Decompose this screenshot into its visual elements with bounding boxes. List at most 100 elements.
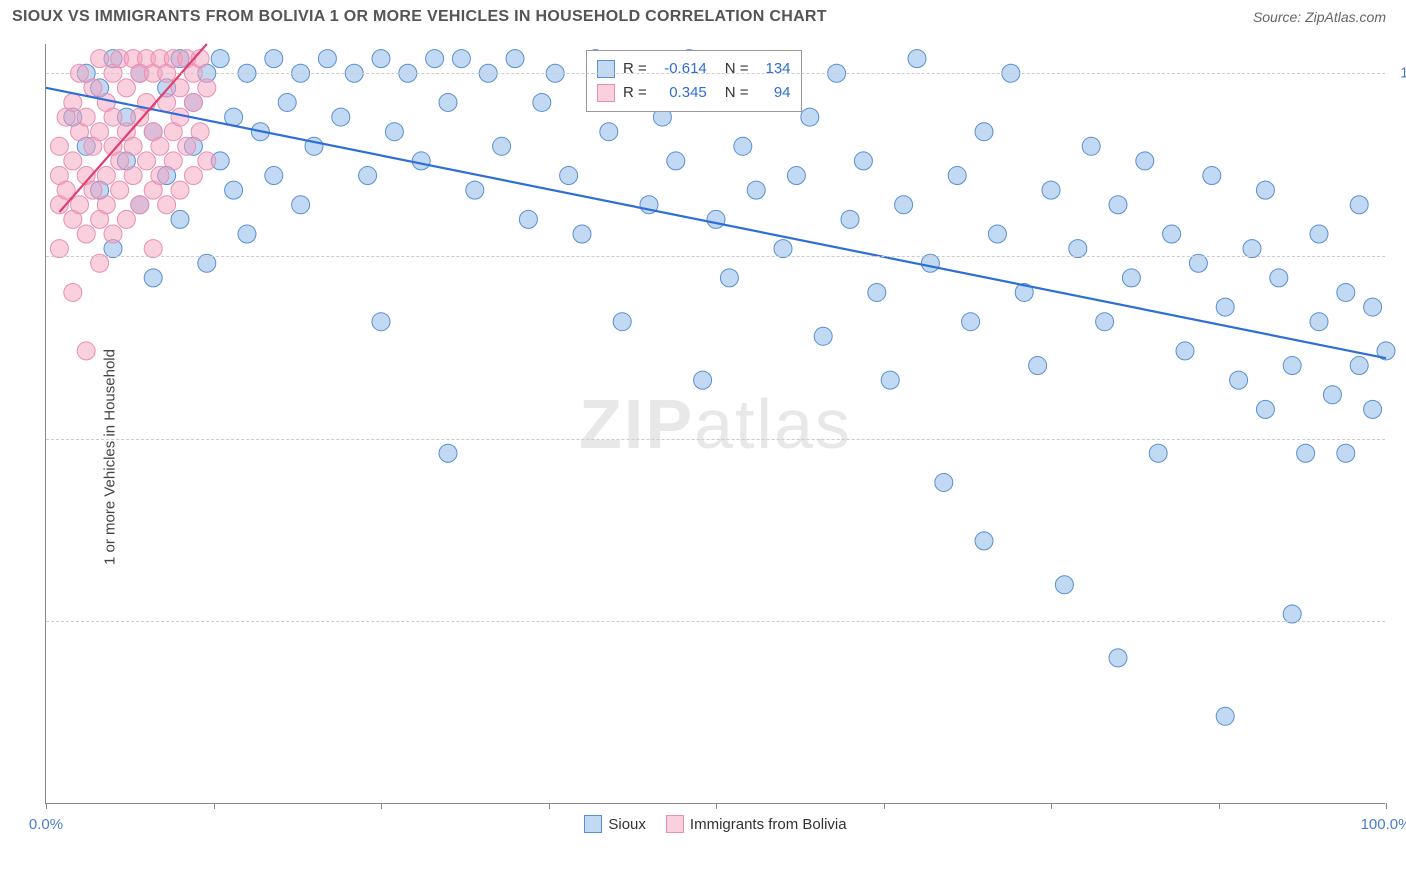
data-point <box>1350 196 1368 214</box>
data-point <box>1256 400 1274 418</box>
data-point <box>77 342 95 360</box>
data-point <box>694 371 712 389</box>
data-point <box>962 313 980 331</box>
data-point <box>1203 167 1221 185</box>
data-point <box>184 167 202 185</box>
data-point <box>332 108 350 126</box>
data-point <box>439 93 457 111</box>
x-tick-label: 0.0% <box>29 816 63 833</box>
data-point <box>667 152 685 170</box>
data-point <box>1082 137 1100 155</box>
data-point <box>1323 386 1341 404</box>
data-point <box>1149 444 1167 462</box>
data-point <box>1243 240 1261 258</box>
data-point <box>171 181 189 199</box>
chart-header: SIOUX VS IMMIGRANTS FROM BOLIVIA 1 OR MO… <box>0 0 1406 32</box>
data-point <box>600 123 618 141</box>
plot-area: ZIPatlas R = -0.614 N = 134 R = 0.345 N … <box>45 44 1385 804</box>
data-point <box>1216 298 1234 316</box>
x-tick-label: 100.0% <box>1361 816 1406 833</box>
data-point <box>64 93 82 111</box>
data-point <box>1350 357 1368 375</box>
data-point <box>97 196 115 214</box>
data-point <box>747 181 765 199</box>
data-point <box>124 167 142 185</box>
gridline <box>46 256 1385 257</box>
data-point <box>1122 269 1140 287</box>
x-tick <box>381 803 382 809</box>
data-point <box>868 283 886 301</box>
data-point <box>131 196 149 214</box>
data-point <box>91 123 109 141</box>
data-point <box>975 123 993 141</box>
data-point <box>1337 444 1355 462</box>
gridline <box>46 621 1385 622</box>
data-point <box>198 79 216 97</box>
correlation-legend: R = -0.614 N = 134 R = 0.345 N = 94 <box>586 50 802 112</box>
series-legend-sioux: Sioux <box>584 815 646 833</box>
data-point <box>1310 313 1328 331</box>
series-swatch-bolivia <box>666 815 684 833</box>
data-point <box>164 152 182 170</box>
data-point <box>71 196 89 214</box>
data-point <box>385 123 403 141</box>
data-point <box>1176 342 1194 360</box>
data-point <box>191 123 209 141</box>
data-point <box>841 210 859 228</box>
data-point <box>935 473 953 491</box>
data-point <box>439 444 457 462</box>
legend-n-label: N = <box>725 57 749 81</box>
data-point <box>117 79 135 97</box>
trendline <box>46 88 1386 358</box>
gridline <box>46 73 1385 74</box>
data-point <box>91 254 109 272</box>
data-point <box>64 283 82 301</box>
data-point <box>144 240 162 258</box>
data-point <box>1109 196 1127 214</box>
data-point <box>111 181 129 199</box>
x-tick <box>1219 803 1220 809</box>
data-point <box>895 196 913 214</box>
x-tick <box>46 803 47 809</box>
data-point <box>1256 181 1274 199</box>
data-point <box>1270 269 1288 287</box>
data-point <box>466 181 484 199</box>
data-point <box>151 137 169 155</box>
data-point <box>278 93 296 111</box>
x-tick <box>884 803 885 809</box>
data-point <box>1364 400 1382 418</box>
data-point <box>1136 152 1154 170</box>
legend-n-value-sioux: 134 <box>757 57 791 81</box>
data-point <box>198 152 216 170</box>
legend-r-label: R = <box>623 57 647 81</box>
data-point <box>1029 357 1047 375</box>
data-point <box>84 181 102 199</box>
x-tick <box>716 803 717 809</box>
data-point <box>452 50 470 68</box>
data-point <box>573 225 591 243</box>
data-point <box>91 50 109 68</box>
data-point <box>318 50 336 68</box>
data-point <box>372 50 390 68</box>
legend-swatch-sioux <box>597 60 615 78</box>
data-point <box>138 152 156 170</box>
data-point <box>77 108 95 126</box>
legend-n-label: N = <box>725 81 749 105</box>
data-point <box>1364 298 1382 316</box>
data-point <box>1189 254 1207 272</box>
data-point <box>50 240 68 258</box>
data-point <box>50 137 68 155</box>
data-point <box>117 210 135 228</box>
data-point <box>1216 707 1234 725</box>
data-point <box>988 225 1006 243</box>
chart-source: Source: ZipAtlas.com <box>1253 9 1386 25</box>
data-point <box>1055 576 1073 594</box>
data-point <box>814 327 832 345</box>
series-label-bolivia: Immigrants from Bolivia <box>690 816 847 833</box>
data-point <box>560 167 578 185</box>
data-point <box>975 532 993 550</box>
data-point <box>64 152 82 170</box>
legend-row-sioux: R = -0.614 N = 134 <box>597 57 791 81</box>
series-label-sioux: Sioux <box>608 816 646 833</box>
data-point <box>292 196 310 214</box>
